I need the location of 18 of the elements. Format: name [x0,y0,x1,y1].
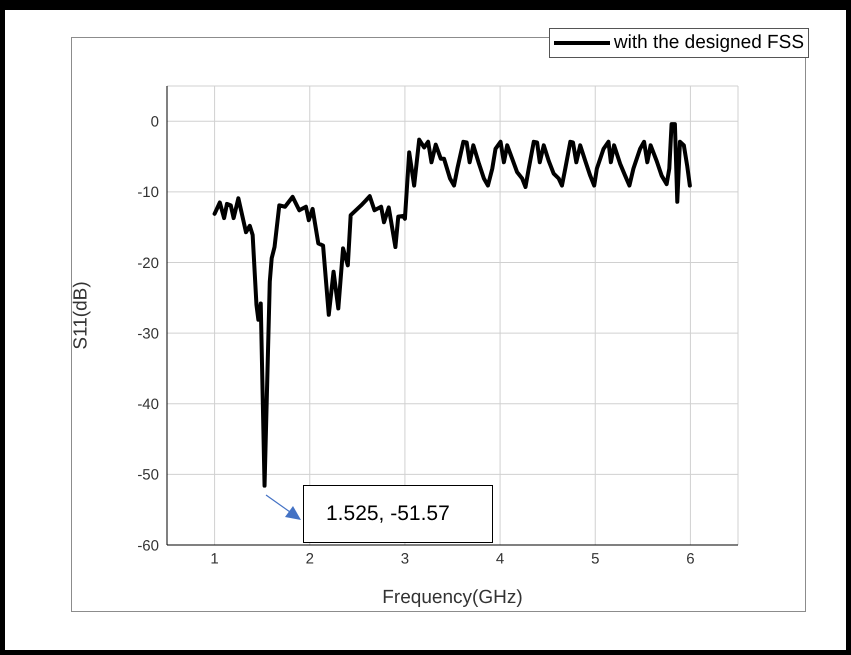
y-tick-label: -10 [137,184,159,202]
annotation: 1.525, -51.57 [303,485,493,543]
line-series [212,122,692,488]
x-tick-label: 4 [496,550,504,568]
y-axis-title: S11(dB) [70,281,92,350]
x-tick-label: 1 [210,550,219,568]
x-axis-title: Frequency(GHz) [382,587,523,608]
x-tick-label: 5 [591,550,600,568]
y-tick-label: -40 [137,396,159,414]
x-tick-label: 3 [400,550,410,568]
y-tick-label: 0 [150,114,159,131]
y-tick-label: -50 [137,466,159,484]
x-tick-label: 6 [686,550,695,568]
x-tick-label: 2 [306,550,314,568]
legend-label: with the designed FSS [614,32,804,54]
y-tick-label: -60 [137,537,159,554]
y-tick-label: -20 [137,254,159,272]
y-tick-label: -30 [137,325,159,342]
